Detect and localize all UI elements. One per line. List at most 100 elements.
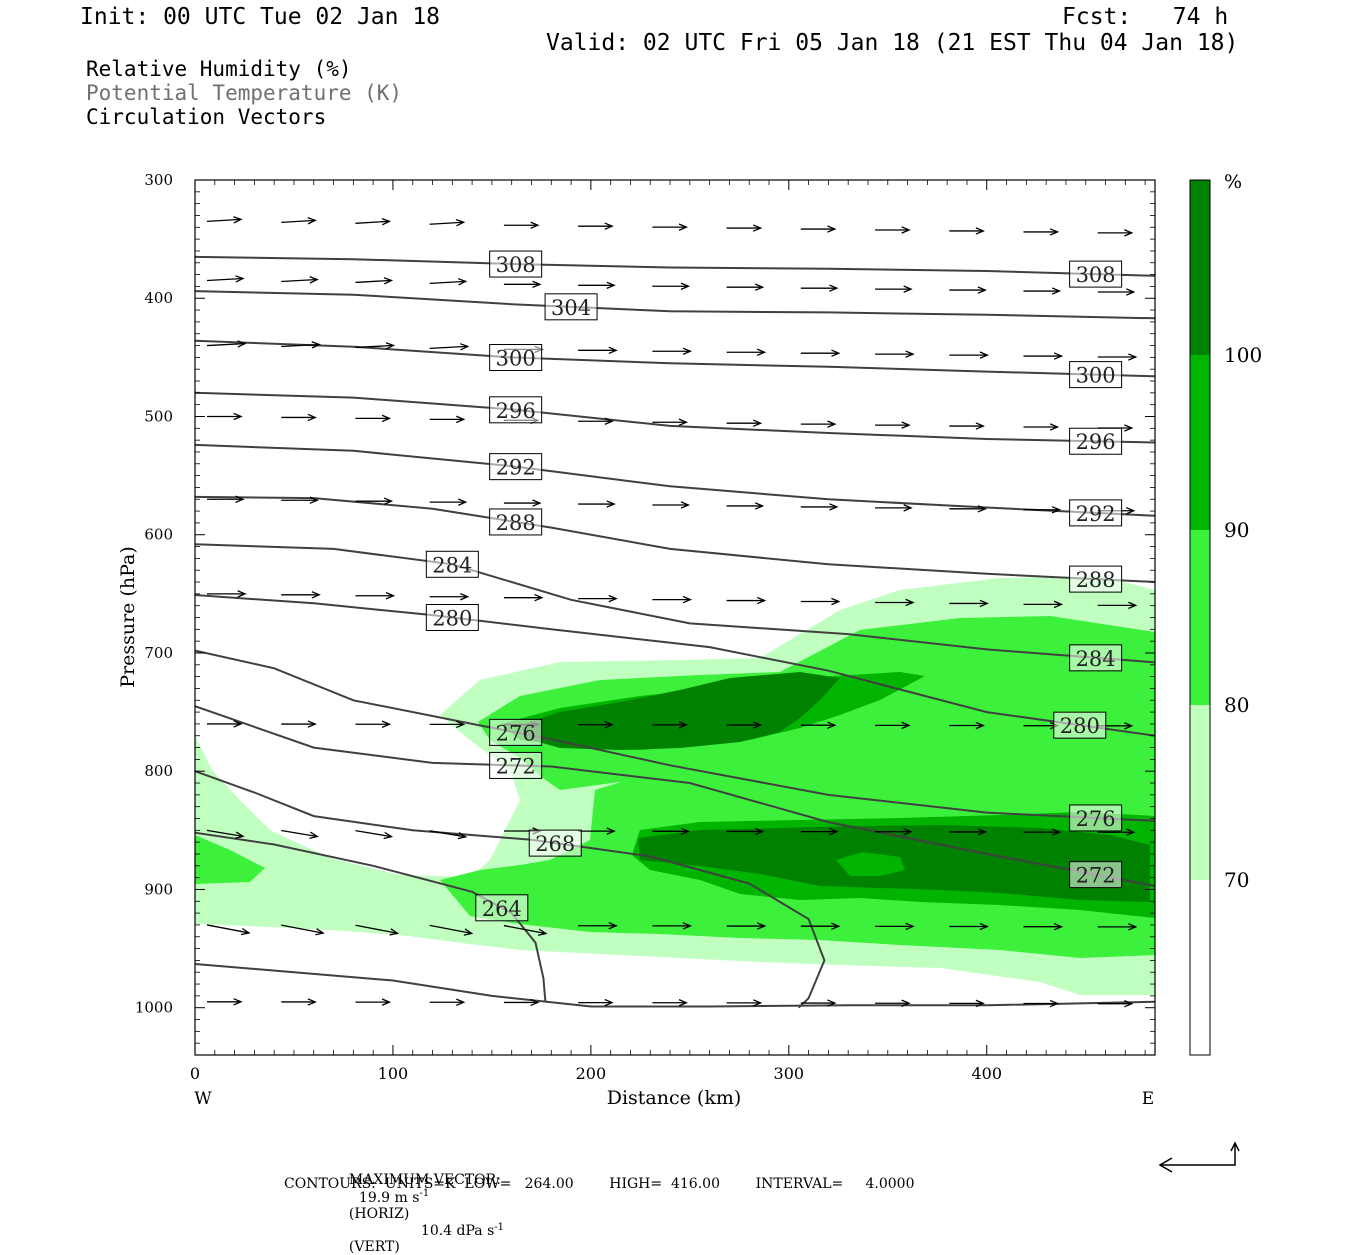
circulation-vector	[281, 343, 320, 348]
circulation-vector-head	[606, 827, 616, 835]
circulation-vector	[355, 830, 392, 838]
contours-info: CONTOURS: UNITS=K LOW= 264.00 HIGH= 416.…	[284, 1176, 915, 1192]
circulation-vector-head	[235, 495, 245, 503]
init-time: Init: 00 UTC Tue 02 Jan 18	[80, 4, 441, 30]
circulation-vector-head	[537, 928, 548, 936]
circulation-vector-head	[754, 502, 765, 510]
isentrope-280	[195, 594, 1155, 737]
circulation-vector-head	[979, 922, 989, 931]
isentrope-label-272: 272	[1069, 861, 1123, 889]
svg-text:292: 292	[496, 456, 536, 480]
circulation-vector-head	[1049, 999, 1060, 1008]
circulation-vector-head	[604, 417, 614, 425]
circulation-vector-head	[831, 349, 841, 357]
circulation-vector-head	[534, 593, 544, 602]
y-tick-label: 400	[144, 289, 173, 307]
circulation-vector	[281, 924, 324, 934]
legend-potential-temperature: Potential Temperature (K)	[86, 81, 403, 105]
relative-humidity-shading	[195, 576, 1155, 995]
isentrope-label-272: 272	[489, 751, 543, 779]
circulation-vector-head	[829, 503, 839, 511]
colorbar-swatch-blank	[1190, 880, 1210, 1055]
circulation-vector-head	[680, 827, 691, 836]
isentrope-label-308: 308	[489, 250, 543, 278]
circulation-vector-head	[977, 286, 987, 294]
circulation-vector-head	[237, 340, 247, 348]
colorbar-label-80: 80	[1224, 693, 1249, 717]
circulation-vector-head	[831, 597, 841, 606]
svg-text:284: 284	[432, 553, 472, 577]
circulation-vector-head	[682, 347, 693, 355]
circulation-vector-head	[606, 500, 616, 508]
west-label: W	[194, 1089, 212, 1109]
svg-text:288: 288	[496, 511, 536, 535]
x-tick-label: 400	[971, 1064, 1002, 1083]
svg-text:296: 296	[1076, 430, 1116, 454]
colorbar-label-90: 90	[1224, 518, 1249, 542]
circulation-vector-head	[678, 418, 689, 426]
colorbar: % 100 90 80 70	[1189, 171, 1262, 1056]
svg-text:276: 276	[1076, 807, 1116, 831]
circulation-vector-head	[752, 224, 763, 232]
svg-text:284: 284	[1076, 647, 1116, 671]
circulation-vector-head	[1053, 352, 1064, 360]
circulation-vector-head	[307, 217, 317, 225]
circulation-vector-head	[608, 594, 618, 603]
circulation-vector-head	[905, 350, 915, 358]
legend-circulation-vectors: Circulation Vectors	[86, 105, 327, 129]
circulation-vector-head	[456, 720, 466, 729]
circulation-vector-head	[311, 591, 321, 599]
circulation-vector-head	[456, 998, 466, 1006]
circulation-vector-head	[756, 922, 767, 930]
circulation-vector-head	[752, 721, 763, 729]
svg-text:280: 280	[1060, 714, 1100, 738]
isentrope-284	[195, 543, 1155, 664]
circulation-vector-head	[752, 419, 763, 427]
horiz-exponent: -1	[419, 1188, 430, 1199]
circulation-vector-head	[307, 998, 317, 1006]
isentrope-label-308: 308	[1069, 260, 1123, 288]
max-vector-label: MAXIMUM VECTOR:	[348, 1172, 501, 1188]
y-axis-label: Pressure (hPa)	[117, 546, 139, 688]
circulation-vector-head	[1049, 228, 1060, 236]
circulation-vector-head	[1128, 923, 1138, 931]
isentrope-260	[195, 963, 1155, 1008]
circulation-vector	[281, 219, 316, 223]
circulation-vector	[355, 220, 390, 224]
circulation-vector-head	[903, 285, 913, 293]
circulation-vector-head	[1126, 288, 1136, 296]
circulation-vector-head	[1126, 507, 1136, 515]
circulation-vector-head	[311, 341, 321, 349]
circulation-vector-head	[457, 278, 468, 286]
y-tick-label: 900	[144, 880, 173, 898]
y-tick-label: 300	[144, 171, 173, 189]
circulation-vector-head	[606, 281, 616, 290]
circulation-vector-head	[901, 999, 911, 1007]
rh-100-upper	[520, 672, 840, 750]
circulation-vector-head	[682, 595, 693, 604]
circulation-vector-head	[1126, 828, 1136, 836]
circulation-vector-head	[463, 928, 474, 936]
colorbar-unit: %	[1224, 171, 1242, 193]
x-tick-label: 0	[190, 1064, 200, 1083]
circulation-vector-head	[831, 922, 841, 930]
circulation-vector-head	[1128, 353, 1138, 361]
circulation-vector-head	[756, 348, 767, 356]
circulation-vector-head	[233, 216, 243, 224]
isentrope-label-276: 276	[489, 718, 543, 746]
circulation-vector-head	[1124, 229, 1134, 237]
circulation-vector-head	[608, 922, 618, 930]
axis-ticks: 0 100 200 300 400 300 400 500 600 700 800 900 1000	[135, 171, 1155, 1083]
circulation-vector-head	[829, 284, 839, 292]
circulation-vector-head	[901, 421, 911, 429]
horiz-tag: (HORIZ)	[348, 1205, 410, 1222]
circulation-vector-head	[383, 497, 394, 505]
circulation-vector-head	[975, 227, 985, 235]
circulation-vector-head	[233, 998, 243, 1006]
circulation-vector	[503, 924, 547, 935]
svg-text:300: 300	[1076, 364, 1116, 388]
y-tick-label: 500	[144, 407, 173, 425]
isentrope-292	[195, 443, 1155, 517]
circulation-vector-head	[680, 501, 691, 509]
y-tick-label: 600	[144, 526, 173, 544]
